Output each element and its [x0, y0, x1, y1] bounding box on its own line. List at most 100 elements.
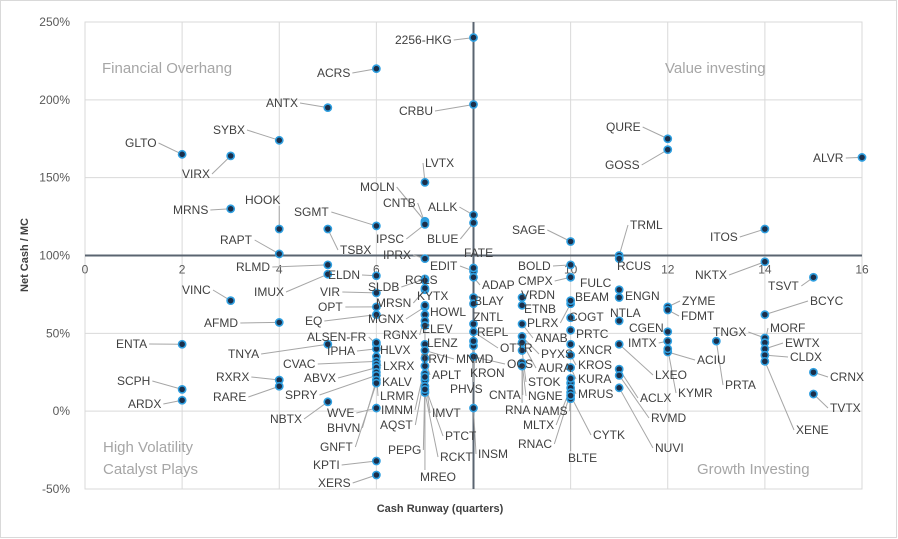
- point-label: SCPH: [117, 374, 150, 388]
- point-label: MGNX: [368, 312, 404, 326]
- leader-line: [337, 367, 377, 379]
- point-label: LENZ: [427, 336, 458, 350]
- data-point-imtx: [663, 336, 673, 346]
- x-tick-label: 16: [855, 263, 869, 277]
- data-point-lvtx: [420, 177, 430, 187]
- data-point-beam: [566, 296, 576, 306]
- point-label: MRSN: [376, 296, 411, 310]
- point-label: RGLS: [405, 273, 438, 287]
- leader-line: [324, 314, 377, 322]
- data-point-kymr: [663, 344, 673, 354]
- data-point-blue: [469, 218, 478, 228]
- point-label: ZYME: [682, 294, 715, 308]
- point-label: NAMS: [533, 404, 568, 418]
- data-point-rcus: [614, 254, 624, 264]
- point-label: HOOK: [245, 193, 280, 207]
- leader-line: [570, 395, 592, 436]
- point-label: PLRX: [527, 316, 558, 330]
- data-point-qure: [663, 134, 673, 144]
- data-point-xers: [371, 470, 381, 480]
- data-point-howl: [420, 300, 430, 310]
- data-point-nbtx: [323, 397, 333, 407]
- point-label: MLTX: [523, 418, 554, 432]
- point-label: AFMD: [204, 316, 238, 330]
- leader-line: [434, 104, 474, 112]
- point-label: TNYA: [228, 347, 259, 361]
- point-label: MREO: [420, 470, 456, 484]
- point-label: TNGX: [713, 325, 746, 339]
- leader-line: [303, 401, 329, 420]
- data-point-anab: [517, 319, 527, 329]
- point-label: MRUS: [578, 387, 613, 401]
- y-axis-title: Net Cash / MC: [19, 218, 31, 292]
- point-label: ENGN: [625, 289, 660, 303]
- data-point-allk: [469, 210, 478, 220]
- data-point-gnft: [371, 378, 381, 388]
- data-point-tsbx: [323, 224, 333, 234]
- point-label: ETNB: [524, 302, 556, 316]
- point-label: CLDX: [790, 350, 822, 364]
- point-label: RXRX: [216, 370, 249, 384]
- data-point-rare: [274, 381, 284, 391]
- point-label: IMNM: [381, 403, 413, 417]
- point-label: XNCR: [578, 343, 612, 357]
- point-label: RARE: [213, 390, 246, 404]
- point-label: KYTX: [417, 289, 448, 303]
- point-label: CRNX: [830, 370, 864, 384]
- point-label: IMUX: [254, 285, 284, 299]
- point-label: QURE: [606, 120, 641, 134]
- point-label: BLTE: [568, 451, 597, 465]
- leader-line: [473, 408, 477, 455]
- point-label: CVAC: [283, 357, 316, 371]
- point-label: KALV: [382, 375, 412, 389]
- data-point-virx: [226, 151, 236, 161]
- y-tick-label: 150%: [39, 171, 70, 185]
- point-label: RNA: [505, 403, 530, 417]
- data-point-fulc: [614, 285, 624, 295]
- point-label: NUVI: [655, 441, 684, 455]
- point-label: KURA: [578, 372, 611, 386]
- point-label: CNTA: [489, 388, 521, 402]
- leader-line: [254, 239, 280, 255]
- point-label: BOLD: [518, 259, 551, 273]
- leader-line: [152, 380, 183, 390]
- axes: 0246810121416250%200%150%100%50%0%-50%: [39, 15, 869, 496]
- data-point-crnx: [809, 367, 818, 377]
- point-label: EDIT: [430, 259, 458, 273]
- point-label: ACLX: [640, 391, 671, 405]
- point-label: CNTB: [383, 196, 416, 210]
- y-tick-label: 0%: [53, 404, 71, 418]
- point-label: ACRS: [317, 66, 350, 80]
- leader-line: [473, 356, 506, 365]
- point-label: BLAY: [474, 294, 504, 308]
- point-label: APLT: [432, 368, 462, 382]
- point-label: FULC: [580, 276, 612, 290]
- data-point-sybx: [274, 135, 284, 145]
- point-label: KYMR: [678, 386, 713, 400]
- point-label: IPRX: [383, 248, 411, 262]
- data-point-zntl: [469, 299, 478, 309]
- data-point-bold: [566, 260, 576, 270]
- point-label: MNMD: [456, 352, 494, 366]
- data-point-fate: [469, 263, 478, 273]
- leader-line: [319, 374, 377, 396]
- data-point-stok: [517, 346, 527, 355]
- leader-line: [618, 387, 654, 449]
- data-point-mrns: [226, 204, 236, 214]
- leader-line: [331, 211, 377, 227]
- leader-line: [246, 129, 280, 141]
- point-label: RCKT: [440, 450, 473, 464]
- point-label: XERS: [318, 476, 351, 490]
- leader-line: [240, 321, 280, 324]
- y-tick-label: 100%: [39, 249, 70, 263]
- data-point-kura: [566, 363, 576, 372]
- data-point-alvr: [857, 153, 867, 162]
- y-tick-label: 250%: [39, 15, 70, 29]
- data-point-adap: [469, 272, 478, 282]
- data-point-kpti: [371, 456, 381, 466]
- data-point-crbu: [469, 100, 478, 109]
- point-label: ELDN: [328, 268, 360, 282]
- data-point-cogt: [566, 313, 576, 323]
- point-label: SYBX: [213, 123, 245, 137]
- point-label: MOLN: [360, 180, 395, 194]
